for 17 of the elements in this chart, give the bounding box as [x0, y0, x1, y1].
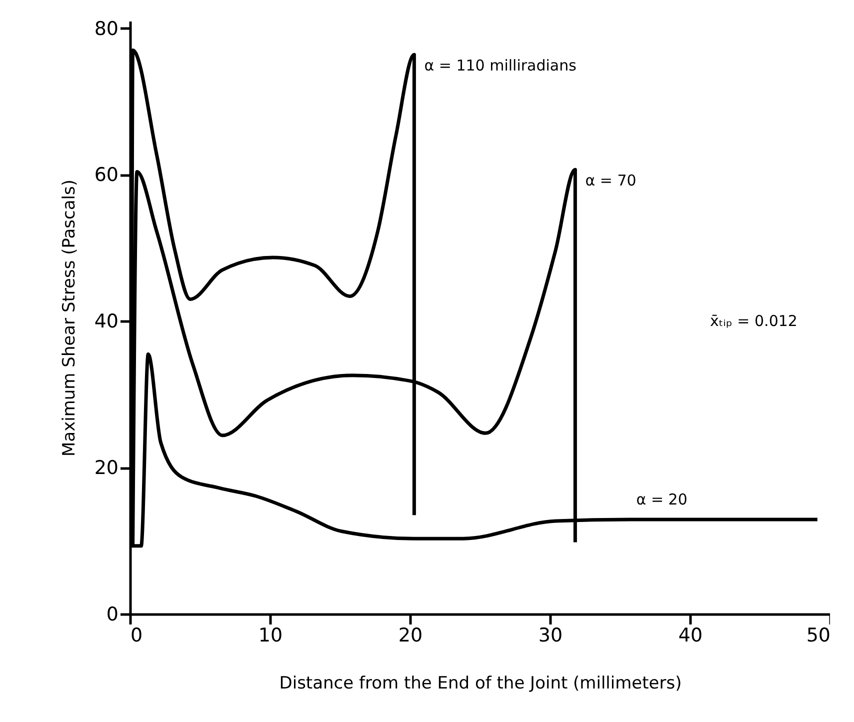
- y-tick-label: 20: [94, 457, 118, 480]
- x-tick-label: 40: [678, 624, 703, 646]
- y-axis-title: Maximum Shear Stress (Pascals): [59, 179, 80, 457]
- y-tick-label: 0: [106, 604, 118, 626]
- series-label: α = 70: [585, 172, 636, 190]
- x-tick-label: 20: [398, 624, 423, 646]
- y-tick-label: 40: [94, 310, 118, 333]
- series-label: α = 20: [636, 490, 688, 509]
- x-tick-label: 30: [538, 624, 563, 646]
- y-tick-label: 60: [94, 164, 118, 186]
- x-tick-label: 10: [258, 624, 283, 646]
- x-axis-title: Distance from the End of the Joint (millimeters): [279, 674, 682, 694]
- x-tick-label: 0: [130, 624, 143, 646]
- annotation: x̄ₜᵢₚ = 0.012: [710, 312, 798, 330]
- x-tick-label: 50: [806, 624, 830, 646]
- series-label: α = 110 milliradians: [424, 56, 577, 75]
- y-tick-label: 80: [94, 18, 118, 40]
